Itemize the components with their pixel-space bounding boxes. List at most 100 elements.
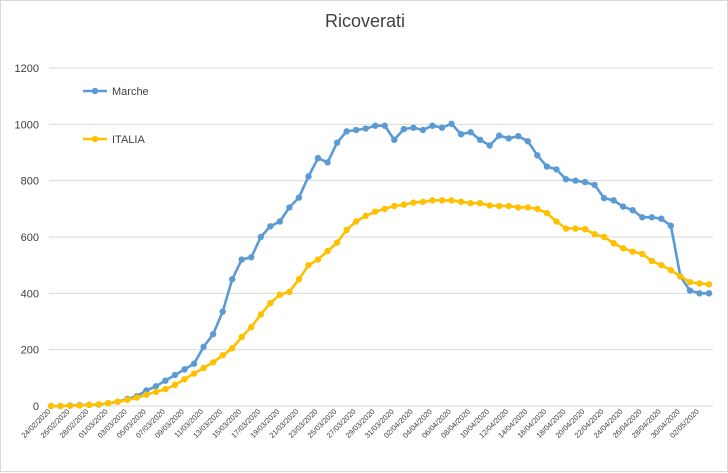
data-point-marche xyxy=(658,215,665,222)
data-point-italia xyxy=(457,198,465,205)
data-point-italia xyxy=(696,280,703,287)
data-point-marche xyxy=(372,122,379,129)
data-point-marche xyxy=(162,377,169,384)
data-point-italia xyxy=(467,200,474,207)
data-point-italia xyxy=(267,299,274,307)
data-point-italia xyxy=(610,239,617,247)
data-point-italia xyxy=(543,209,551,217)
x-axis: 24/02/202026/02/202028/02/202001/03/2020… xyxy=(20,407,701,440)
legend-marker-italia xyxy=(91,135,99,143)
data-point-italia xyxy=(228,345,236,352)
data-point-italia xyxy=(181,376,188,383)
data-point-marche xyxy=(524,138,532,145)
data-point-marche xyxy=(352,126,360,134)
data-point-marche xyxy=(314,154,322,162)
data-point-italia xyxy=(152,388,160,396)
data-point-italia xyxy=(677,273,684,280)
y-tick-label: 600 xyxy=(21,232,39,244)
data-point-italia xyxy=(600,233,608,241)
data-point-marche xyxy=(696,290,703,297)
data-point-marche xyxy=(648,214,655,221)
series-italia xyxy=(47,197,713,410)
data-point-marche xyxy=(429,122,436,129)
data-point-marche xyxy=(171,371,179,379)
data-point-italia xyxy=(534,205,541,213)
data-point-marche xyxy=(667,222,675,229)
legend-label-marche: Marche xyxy=(112,86,149,98)
y-tick-label: 400 xyxy=(21,288,39,300)
series-group xyxy=(47,120,713,410)
y-axis: 0 200 400 600 800 1000 1200 xyxy=(15,63,39,413)
data-point-italia xyxy=(362,212,369,220)
data-point-marche xyxy=(600,194,608,202)
data-point-marche xyxy=(572,177,579,184)
data-point-italia xyxy=(419,198,427,205)
data-point-italia xyxy=(133,394,141,401)
data-point-marche xyxy=(219,308,226,315)
data-point-marche xyxy=(152,383,160,390)
data-point-italia xyxy=(171,381,179,389)
y-tick-label: 0 xyxy=(33,401,39,413)
data-point-italia xyxy=(295,276,303,283)
data-point-italia xyxy=(572,225,579,232)
data-point-italia xyxy=(190,370,198,377)
data-point-italia xyxy=(162,385,169,393)
data-point-marche xyxy=(467,129,474,136)
data-point-marche xyxy=(534,152,541,159)
data-point-italia xyxy=(276,291,284,298)
data-point-italia xyxy=(85,401,93,409)
data-point-marche xyxy=(381,122,388,129)
data-point-italia xyxy=(648,257,655,265)
data-point-marche xyxy=(286,204,293,211)
data-point-italia xyxy=(381,205,388,213)
data-point-italia xyxy=(257,311,264,318)
data-point-marche xyxy=(324,159,331,166)
data-point-marche xyxy=(305,173,312,180)
data-point-italia xyxy=(705,281,713,288)
data-point-marche xyxy=(238,256,245,263)
data-point-marche xyxy=(686,287,694,294)
data-point-italia xyxy=(372,208,379,215)
data-point-marche xyxy=(200,343,207,351)
data-point-italia xyxy=(57,402,64,410)
series-line-italia xyxy=(51,199,710,408)
data-point-marche xyxy=(438,124,446,131)
data-point-marche xyxy=(228,276,236,283)
data-point-marche xyxy=(419,126,427,134)
data-point-italia xyxy=(562,225,570,232)
data-point-italia xyxy=(505,202,512,210)
data-point-italia xyxy=(305,261,312,269)
data-point-marche xyxy=(181,366,188,373)
data-point-marche xyxy=(295,194,303,201)
data-point-italia xyxy=(114,398,121,405)
y-tick-label: 1200 xyxy=(15,63,39,75)
chart-title: Ricoverati xyxy=(325,11,405,31)
data-point-italia xyxy=(124,396,131,404)
data-point-marche xyxy=(619,203,627,210)
data-point-marche xyxy=(629,207,636,214)
legend-label-italia: ITALIA xyxy=(112,134,145,146)
data-point-italia xyxy=(658,261,665,269)
data-point-italia xyxy=(686,278,694,286)
data-point-italia xyxy=(238,333,245,341)
data-point-marche xyxy=(591,181,598,189)
data-point-marche xyxy=(505,135,512,142)
data-point-italia xyxy=(629,248,636,255)
data-point-marche xyxy=(705,290,713,297)
gridlines xyxy=(49,67,713,407)
y-tick-label: 200 xyxy=(21,345,39,357)
data-point-italia xyxy=(429,197,436,204)
data-point-italia xyxy=(391,202,398,210)
data-point-marche xyxy=(476,136,484,144)
data-point-marche xyxy=(362,125,369,132)
data-point-marche xyxy=(581,178,589,186)
data-point-italia xyxy=(105,399,112,407)
data-point-marche xyxy=(553,166,560,173)
data-point-italia xyxy=(581,225,589,233)
data-point-italia xyxy=(515,204,522,211)
data-point-italia xyxy=(143,391,150,398)
legend: Marche ITALIA xyxy=(83,86,149,146)
data-point-italia xyxy=(200,364,207,372)
